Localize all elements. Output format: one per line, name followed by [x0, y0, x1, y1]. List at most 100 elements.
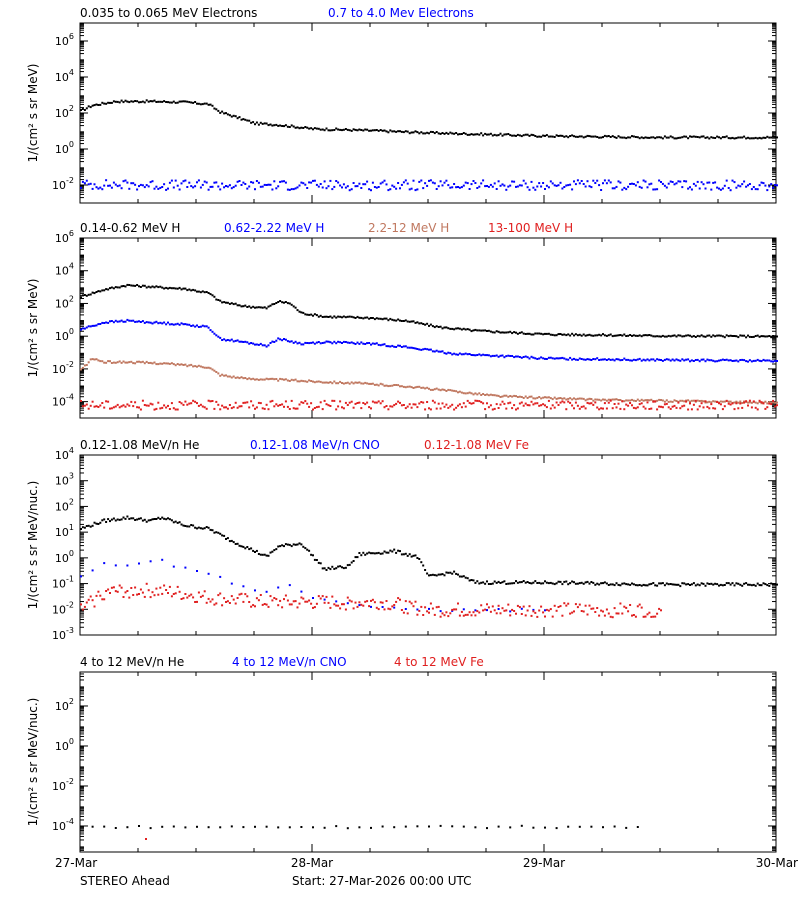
- data-point: [298, 403, 301, 406]
- data-point: [760, 360, 763, 363]
- data-point: [186, 323, 189, 326]
- data-point: [754, 584, 757, 587]
- data-point: [116, 403, 119, 406]
- data-point: [223, 186, 226, 189]
- data-point: [426, 386, 429, 389]
- data-point: [147, 519, 150, 522]
- data-point: [335, 342, 338, 345]
- data-point: [542, 134, 545, 137]
- data-point: [358, 316, 361, 319]
- data-point: [375, 383, 378, 386]
- data-point: [192, 101, 195, 104]
- data-point: [377, 551, 380, 554]
- data-point: [387, 385, 390, 388]
- data-point: [232, 303, 235, 306]
- data-point: [522, 397, 525, 399]
- data-point: [290, 399, 293, 402]
- data-point: [420, 131, 423, 134]
- data-point: [174, 408, 177, 411]
- data-point: [687, 334, 690, 337]
- data-point: [315, 406, 318, 409]
- data-point: [240, 340, 243, 343]
- data-point: [281, 180, 284, 183]
- data-point: [752, 359, 755, 362]
- data-point: [743, 180, 746, 183]
- data-point: [489, 132, 492, 135]
- data-point: [631, 359, 633, 362]
- data-point: [774, 401, 777, 404]
- data-point: [636, 826, 639, 828]
- data-point: [721, 408, 724, 411]
- data-point: [91, 187, 94, 190]
- data-point: [627, 136, 630, 139]
- data-point: [507, 402, 510, 405]
- data-point: [710, 335, 713, 338]
- data-point: [313, 342, 316, 345]
- data-point: [518, 395, 521, 398]
- data-point: [594, 334, 597, 337]
- data-point: [201, 366, 204, 369]
- data-point: [455, 572, 458, 575]
- data-point: [631, 135, 633, 138]
- data-point: [333, 185, 336, 188]
- data-point: [611, 583, 614, 586]
- data-point: [414, 554, 417, 557]
- data-point: [381, 606, 384, 608]
- data-point: [441, 402, 444, 405]
- data-point: [700, 334, 703, 337]
- data-point: [120, 319, 123, 322]
- data-point: [719, 188, 722, 191]
- data-point: [741, 183, 744, 186]
- data-point: [424, 408, 427, 411]
- data-point: [321, 316, 324, 318]
- data-point: [87, 361, 90, 364]
- data-point: [499, 184, 502, 187]
- data-point: [530, 333, 533, 336]
- data-point: [159, 321, 162, 324]
- data-point: [182, 180, 185, 183]
- data-point: [298, 542, 301, 545]
- data-point: [607, 401, 610, 404]
- data-point: [640, 186, 643, 189]
- data-point: [341, 566, 343, 569]
- data-point: [85, 294, 88, 297]
- data-point: [524, 581, 527, 584]
- data-point: [248, 185, 251, 188]
- data-point: [518, 184, 521, 187]
- data-point: [458, 352, 461, 355]
- data-point: [776, 136, 778, 139]
- data-point: [248, 305, 251, 308]
- data-point: [480, 329, 483, 332]
- data-point: [472, 180, 475, 182]
- data-point: [275, 548, 278, 551]
- data-point: [642, 358, 645, 361]
- data-point: [155, 363, 158, 366]
- data-point: [433, 574, 436, 577]
- data-point: [631, 614, 633, 617]
- data-point: [254, 123, 256, 126]
- data-point: [391, 384, 394, 387]
- data-point: [385, 384, 388, 387]
- data-point: [93, 405, 96, 408]
- data-point: [281, 339, 284, 342]
- data-point: [368, 317, 371, 320]
- data-point: [625, 826, 628, 829]
- data-point: [377, 317, 380, 320]
- data-point: [335, 127, 338, 130]
- data-point: [273, 180, 276, 183]
- data-point: [356, 556, 359, 559]
- data-point: [163, 404, 166, 407]
- data-point: [716, 401, 719, 403]
- data-point: [457, 327, 459, 330]
- data-point: [139, 321, 142, 323]
- data-point: [134, 320, 137, 323]
- data-point: [526, 404, 529, 407]
- data-point: [196, 365, 198, 368]
- data-point: [576, 606, 579, 609]
- data-point: [632, 399, 635, 402]
- data-point: [698, 335, 701, 338]
- data-point: [126, 564, 129, 567]
- data-point: [389, 317, 392, 320]
- data-point: [702, 335, 705, 338]
- data-point: [503, 133, 506, 136]
